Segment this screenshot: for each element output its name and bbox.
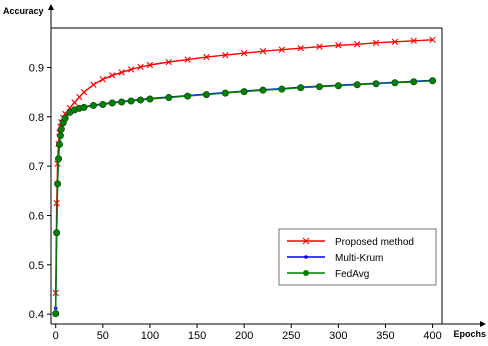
- data-point-circle-marker: [57, 125, 65, 133]
- data-point-x-marker: [429, 36, 436, 44]
- data-point-x-marker: [410, 37, 417, 45]
- data-point-x-marker: [316, 43, 323, 50]
- data-point-circle-marker: [55, 140, 63, 148]
- data-point-circle-marker: [410, 78, 418, 86]
- data-point-x-marker: [80, 88, 88, 96]
- data-point-x-marker: [137, 63, 144, 71]
- data-point-x-marker: [240, 49, 248, 57]
- data-point-circle-marker: [80, 103, 88, 111]
- data-point-circle-marker: [202, 91, 210, 99]
- legend: Proposed method Multi-Krum FedAvg: [278, 228, 437, 286]
- data-point-x-marker: [118, 69, 125, 76]
- x-tick-label: 0: [53, 330, 59, 341]
- legend-item: Multi-Krum: [287, 253, 383, 264]
- data-point-circle-marker: [353, 81, 361, 89]
- data-point-x-marker: [297, 45, 304, 52]
- data-point-x-marker: [109, 72, 116, 79]
- data-point-circle-marker: [127, 97, 135, 105]
- x-tick-label: 100: [141, 330, 159, 341]
- y-tick-label: 0.6: [29, 210, 44, 222]
- x-tick-label: 50: [97, 330, 109, 341]
- x-axis-label: Epochs: [453, 329, 486, 339]
- data-point-x-marker: [222, 51, 229, 59]
- x-tick-label: 400: [423, 330, 441, 341]
- data-point-circle-marker: [99, 100, 107, 108]
- data-point-circle-marker: [259, 86, 267, 94]
- x-tick-label: 350: [376, 330, 394, 341]
- data-point-circle-marker: [137, 96, 145, 104]
- y-axis-arrow-icon: [48, 4, 54, 10]
- data-point-circle-marker: [146, 95, 154, 103]
- data-point-circle-marker: [372, 80, 380, 88]
- data-point-x-marker: [165, 58, 172, 66]
- series-fedavg: [52, 77, 437, 318]
- data-point-circle-marker: [184, 92, 192, 100]
- data-point-circle-marker: [52, 310, 60, 318]
- series-layer: [52, 36, 437, 318]
- data-point-circle-marker: [429, 77, 437, 85]
- data-point-x-marker: [90, 81, 97, 88]
- y-tick-label: 0.9: [29, 62, 44, 74]
- x-tick-label: 150: [188, 330, 206, 341]
- data-point-x-marker: [259, 47, 267, 55]
- data-point-x-marker: [354, 41, 361, 48]
- data-point-x-marker: [391, 38, 399, 46]
- data-point-x-marker: [71, 99, 78, 106]
- data-point-x-marker: [146, 61, 154, 69]
- legend-circle-marker: [303, 270, 309, 276]
- y-tick-label: 0.4: [29, 309, 44, 321]
- legend-item: Proposed method: [287, 237, 414, 248]
- data-point-x-marker: [203, 53, 210, 61]
- data-point-circle-marker: [118, 98, 126, 106]
- plot-frame: [51, 27, 443, 324]
- data-point-circle-marker: [278, 85, 286, 93]
- legend-item: FedAvg: [287, 269, 369, 280]
- x-tick-label: 250: [282, 330, 300, 341]
- data-point-circle-marker: [53, 229, 61, 237]
- data-point-circle-marker: [240, 88, 248, 96]
- data-point-circle-marker: [391, 79, 399, 87]
- x-tick-label: 300: [329, 330, 347, 341]
- data-point-circle-marker: [165, 94, 173, 102]
- data-point-circle-marker: [297, 84, 305, 92]
- data-point-x-marker: [99, 76, 107, 83]
- y-tick-label: 0.7: [29, 161, 44, 173]
- data-point-x-marker: [184, 56, 191, 63]
- data-point-x-marker: [335, 42, 342, 49]
- x-axis-arrow-icon: [480, 321, 486, 327]
- data-point-circle-marker: [56, 132, 64, 140]
- data-point-x-marker: [278, 46, 286, 53]
- legend-label: Multi-Krum: [335, 253, 383, 264]
- y-axis-label: Accuracy: [3, 6, 44, 16]
- data-point-circle-marker: [89, 101, 97, 109]
- legend-x-marker: [302, 237, 310, 245]
- y-tick-label: 0.8: [29, 112, 44, 124]
- data-point-x-marker: [76, 93, 83, 101]
- legend-label: FedAvg: [335, 269, 369, 280]
- data-point-circle-marker: [221, 89, 229, 97]
- data-point-circle-marker: [55, 155, 63, 163]
- data-point-circle-marker: [316, 83, 324, 91]
- y-tick-label: 0.5: [29, 260, 44, 272]
- x-tick-label: 200: [235, 330, 253, 341]
- legend-label: Proposed method: [335, 237, 414, 248]
- data-point-x-marker: [372, 39, 380, 46]
- data-point-circle-marker: [334, 82, 342, 90]
- axes-layer: 0 50 100 150 200 250 300 350 400 0.4 0.5 0.6 0.7 0.8 0…: [3, 4, 486, 342]
- data-point-circle-marker: [61, 114, 69, 122]
- legend-dot-marker: [304, 255, 308, 259]
- data-point-x-marker: [127, 66, 135, 73]
- data-point-circle-marker: [54, 180, 62, 188]
- data-point-circle-marker: [108, 99, 116, 107]
